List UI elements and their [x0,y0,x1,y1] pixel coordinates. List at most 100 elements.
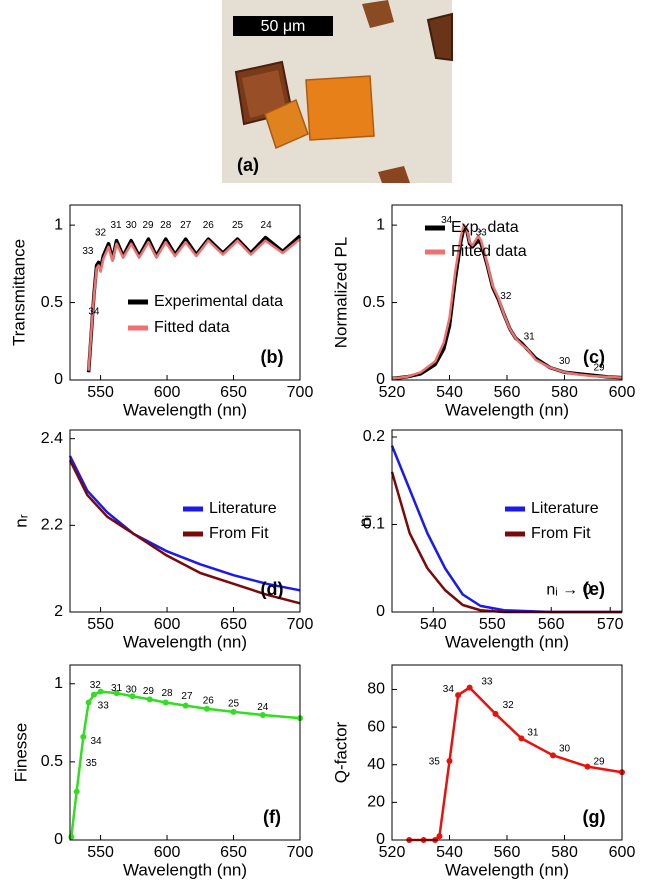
data-point [455,692,462,699]
y-tick-label: 20 [367,794,385,811]
data-point [466,684,473,691]
panel: 520 540 560 580 600 0 20 40 60 80 35 34 33 32 31 30 29 Wa… [331,664,636,879]
annotation: 26 [203,220,215,231]
y-tick-label: 0.5 [41,294,63,311]
annotation: 29 [593,362,605,373]
plot-frame [391,429,623,613]
crystal [305,75,375,141]
annotation: 30 [126,685,138,696]
x-tick-label: 540 [436,384,463,401]
x-tick-label: 560 [538,616,565,633]
x-tick-label: 540 [420,616,447,633]
plot-frame [391,664,623,841]
annotation: 34 [88,306,100,317]
crystal [426,12,453,62]
annotation: 34 [441,215,453,226]
x-axis-label: Wavelength (nn) [123,632,247,651]
micrograph: 50 μm (a) [222,0,453,183]
crystal [242,70,286,118]
data-point [97,688,104,695]
legend-label: Fitted data [451,243,527,260]
x-tick-label: 580 [551,844,578,861]
data-point [129,693,136,700]
x-tick-label: 550 [87,384,114,401]
scale-bar [233,16,333,36]
annotation: 30 [126,220,138,231]
y-tick-label: 2 [54,603,63,620]
panel: 550 600 650 700 0 0.5 1 35 34 33 32 31 30 29 28 27 26 25 2… [11,664,314,879]
annotation: 25 [232,220,244,231]
x-tick-label: 540 [436,844,463,861]
x-tick-label: 700 [287,616,314,633]
x-tick-label: 520 [379,844,406,861]
x-tick-label: 560 [494,844,521,861]
x-tick-label: 650 [220,616,247,633]
data-point [90,691,97,698]
x-tick-label: 550 [87,844,114,861]
legend-label: From Fit [531,525,591,542]
y-tick-label: 0 [376,371,385,388]
panel-label: (e) [583,579,605,599]
y-tick-label: 2.2 [41,517,63,534]
crystal [378,166,410,183]
y-tick-label: 60 [367,718,385,735]
annotation: 32 [95,228,107,239]
data-point [73,788,80,795]
data-point [446,757,453,764]
x-tick-label: 600 [154,844,181,861]
panel: 550 600 650 700 2 2.2 2.4 Literature From Fit Wav… [11,429,314,651]
annotation: 33 [98,700,110,711]
legend-label: Experimental data [154,293,283,310]
data-point [85,699,92,706]
annotation: 30 [559,743,571,754]
panel-label: (a) [237,155,259,175]
annotation: 33 [476,228,488,239]
annotation: 25 [228,699,240,710]
annotation: 31 [527,727,539,738]
data-line [391,223,623,380]
data-line [87,238,301,371]
panel-label: (f) [263,807,281,827]
data-point [146,696,153,703]
x-tick-label: 600 [609,384,636,401]
y-axis-label: Q-factor [331,721,350,783]
x-tick-label: 700 [287,844,314,861]
data-point [492,710,499,717]
annotation: 28 [160,220,172,231]
data-point [230,708,237,715]
annotation: 32 [90,680,102,691]
x-tick-label: 600 [609,844,636,861]
annotation: 28 [161,688,173,699]
x-tick-label: 600 [154,616,181,633]
data-point [182,702,189,709]
annotation: 30 [559,356,571,367]
x-tick-label: 520 [379,384,406,401]
annotation: 26 [203,696,215,707]
x-axis-label: Wavelength (nn) [445,860,569,879]
x-axis-label: Wavelength (nn) [123,860,247,879]
y-tick-label: 0.2 [363,428,385,445]
plot-frame [69,429,301,613]
annotation: 34 [90,736,102,747]
x-tick-label: 550 [87,616,114,633]
y-tick-label: 40 [367,756,385,773]
y-tick-label: 1 [54,675,63,692]
x-tick-label: 560 [494,384,521,401]
y-axis-label: nᵢ [355,515,374,527]
annotation: 32 [503,700,515,711]
y-axis-label: nᵣ [11,514,30,528]
x-tick-label: 570 [597,616,624,633]
crystal [264,98,309,150]
panel: 520 540 560 580 600 0 0.5 1 34 33 32 31 30 29 Exp. dat… [331,204,636,419]
x-tick-label: 650 [220,384,247,401]
annotation: 31 [110,220,122,231]
annotation: 33 [481,677,493,688]
panel-label: (c) [583,347,605,367]
y-tick-label: 0 [376,603,385,620]
plot-frame [69,664,301,841]
annotation: nᵢ → 0 [546,581,591,598]
x-axis-label: Wavelength (nn) [445,400,569,419]
y-tick-label: 0 [54,371,63,388]
x-tick-label: 550 [479,616,506,633]
